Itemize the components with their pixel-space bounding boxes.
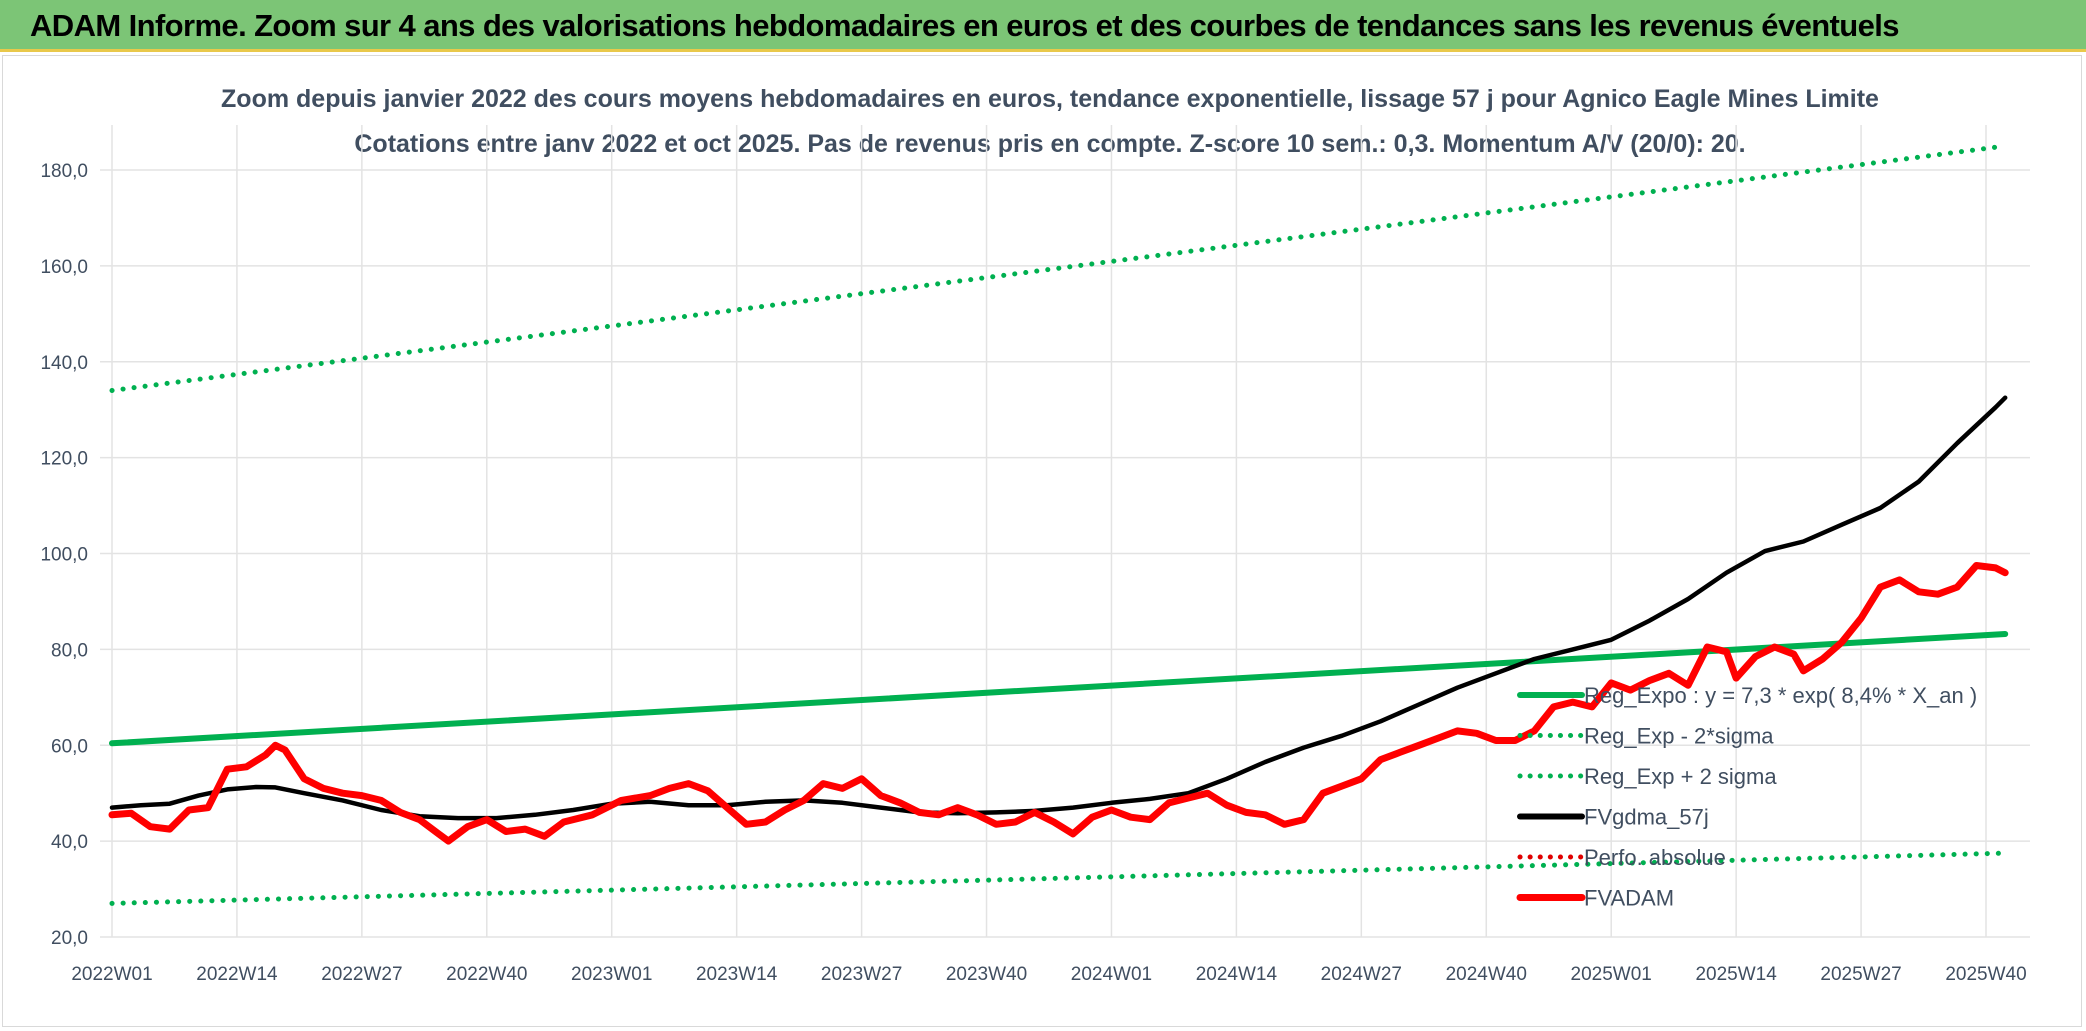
x-tick-label: 2023W40: [946, 964, 1027, 985]
chart-frame: [2, 55, 2082, 1027]
y-tick-label: 180,0: [40, 161, 88, 182]
x-tick-label: 2023W14: [696, 964, 778, 985]
series-line-5: [108, 562, 2009, 845]
plot-area: [108, 143, 2009, 906]
x-tick-label: 2022W40: [446, 964, 527, 985]
report-title: ADAM Informe. Zoom sur 4 ans des valoris…: [30, 8, 1900, 43]
x-tick-label: 2024W27: [1321, 964, 1402, 985]
x-tick-label: 2024W14: [1196, 964, 1278, 985]
x-axis: 2022W01 2022W14 2022W27 2022W40 2023W01 2023W…: [71, 964, 2026, 985]
y-tick-label: 160,0: [40, 257, 88, 278]
legend-label: Reg_Expo : y = 7,3 * exp( 8,4% * X_an ): [1584, 683, 1977, 708]
x-tick-label: 2023W27: [821, 964, 902, 985]
x-tick-label: 2025W40: [1945, 964, 2026, 985]
x-tick-label: 2022W27: [321, 964, 402, 985]
legend-label: FVADAM: [1584, 886, 1674, 911]
legend-label: Reg_Exp + 2 sigma: [1584, 764, 1777, 789]
y-tick-label: 80,0: [51, 640, 88, 661]
x-tick-label: 2022W14: [196, 964, 278, 985]
legend-label: Reg_Exp - 2*sigma: [1584, 724, 1774, 749]
x-tick-label: 2025W14: [1695, 964, 1777, 985]
y-tick-label: 20,0: [51, 928, 88, 949]
x-tick-label: 2025W01: [1571, 964, 1652, 985]
x-tick-label: 2025W27: [1820, 964, 1901, 985]
y-tick-label: 60,0: [51, 736, 88, 757]
x-tick-label: 2023W01: [571, 964, 652, 985]
chart-grid: [100, 125, 2030, 938]
series-line-0: [109, 631, 2009, 747]
chart-legend: Reg_Expo : y = 7,3 * exp( 8,4% * X_an ) R…: [1516, 683, 1977, 911]
series-line-3: [109, 395, 2008, 821]
chart-subtitle: Cotations entre janv 2022 et oct 2025. P…: [354, 130, 1745, 158]
legend-label: FVgdma_57j: [1584, 805, 1709, 830]
series-line-1: [109, 850, 2008, 906]
y-tick-label: 120,0: [40, 449, 88, 470]
y-tick-label: 100,0: [40, 545, 88, 566]
y-axis: 20,0 40,0 60,0 80,0 100,0 120,0 140,0 160,0 180,…: [40, 161, 88, 949]
y-tick-label: 140,0: [40, 353, 88, 374]
x-tick-label: 2024W40: [1446, 964, 1527, 985]
x-tick-label: 2024W01: [1071, 964, 1152, 985]
report-banner: ADAM Informe. Zoom sur 4 ans des valoris…: [0, 0, 2086, 52]
legend-label: Perfo. absolue: [1584, 845, 1726, 870]
series-line-2: [109, 143, 2008, 393]
x-tick-label: 2022W01: [71, 964, 152, 985]
chart-title: Zoom depuis janvier 2022 des cours moyen…: [221, 85, 1879, 113]
y-tick-label: 40,0: [51, 832, 88, 853]
